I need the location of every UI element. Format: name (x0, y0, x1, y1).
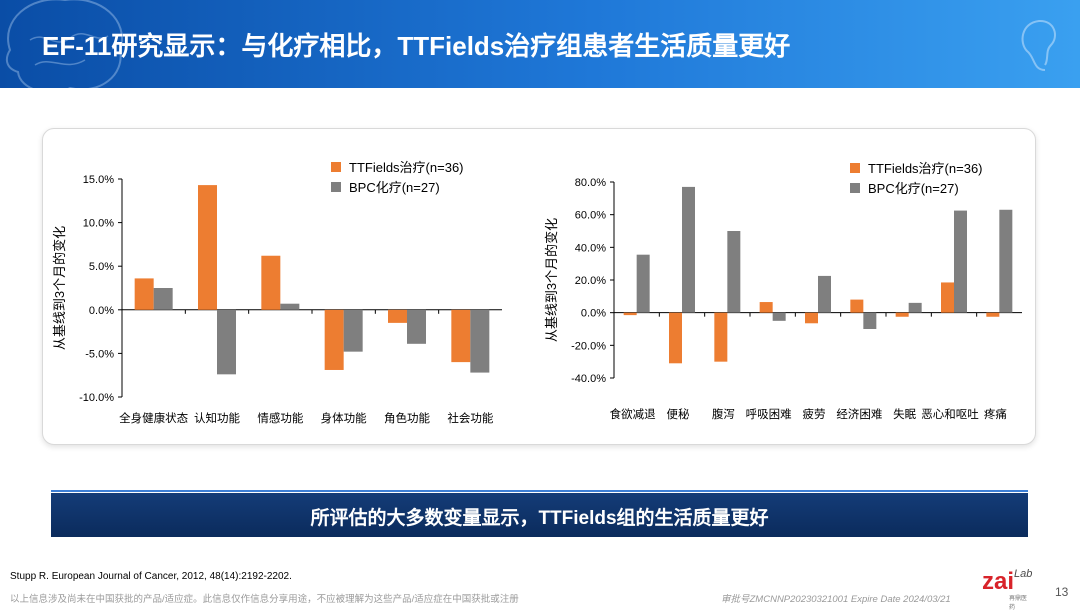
bpc-bar (153, 288, 173, 310)
bpc-bar (682, 186, 695, 313)
conclusion-text: 所评估的大多数变量显示，TTFields组的生活质量更好 (310, 508, 769, 529)
bpc-bar (954, 210, 967, 313)
ttfields-bar (324, 309, 344, 370)
category-label: 社会功能 (447, 411, 493, 425)
y-tick-label: 60.0% (575, 210, 606, 222)
ttfields-bar (714, 312, 728, 362)
y-tick-label: -40.0% (571, 373, 606, 385)
y-tick-label: 0.0% (89, 305, 114, 317)
y-axis-label: 从基线到3个月的变化 (544, 218, 559, 342)
legend-swatch-bpc (850, 183, 860, 193)
category-label: 失眠 (893, 408, 916, 421)
bpc-bar (727, 231, 741, 313)
bpc-bar (217, 309, 236, 375)
y-tick-label: 80.0% (575, 177, 606, 189)
category-label: 情感功能 (257, 411, 303, 425)
category-label: 疲劳 (803, 407, 826, 421)
function-scores-chart: 15.0% 10.0% 5.0% 0.0% -5.0% -10.0% 全身健康状态 认知功能 情… (52, 160, 502, 425)
y-tick-label: 40.0% (575, 242, 606, 254)
logo-lab: Lab (1014, 568, 1033, 580)
y-tick-label: -20.0% (571, 340, 606, 352)
ttfields-bar (850, 299, 864, 313)
category-label: 呼吸困难 (746, 408, 792, 421)
y-tick-label: 15.0% (83, 174, 114, 186)
bpc-bar (636, 254, 650, 313)
y-tick-label: -5.0% (85, 348, 114, 360)
ttfields-bar (134, 278, 154, 310)
ttfields-bar (451, 309, 471, 363)
conclusion-banner: 所评估的大多数变量显示，TTFields组的生活质量更好 (51, 490, 1028, 537)
disclaimer-text: 以上信息涉及尚未在中国获批的产品/适应症。此信息仅作信息分享用途，不应被理解为这… (10, 594, 519, 605)
y-tick-label: -10.0% (79, 392, 114, 404)
category-label: 角色功能 (384, 411, 430, 425)
brain-icon (5, 0, 123, 88)
category-label: 全身健康状态 (119, 411, 188, 425)
ttfields-bar (623, 312, 637, 316)
category-label: 恶心和呕吐 (921, 408, 979, 421)
ttfields-bar (941, 282, 954, 313)
legend-label-bpc: BPC化疗(n=27) (349, 180, 440, 195)
bpc-bar (908, 302, 922, 313)
logo-main: zai (982, 568, 1015, 595)
category-label: 认知功能 (194, 411, 240, 425)
bpc-bar (772, 312, 786, 321)
ttfields-bar (759, 302, 773, 313)
ttfields-bar (669, 312, 682, 364)
ttfields-bar (388, 309, 407, 323)
bpc-bar (999, 209, 1013, 313)
category-label: 便秘 (667, 407, 690, 421)
reference-citation: Stupp R. European Journal of Cancer, 201… (10, 571, 292, 582)
banner-accent-line (51, 490, 1028, 492)
legend-label-ttfields: TTFields治疗(n=36) (868, 161, 983, 176)
y-axis-label: 从基线到3个月的变化 (52, 226, 67, 350)
bpc-bar (470, 309, 490, 373)
bpc-bar (343, 309, 363, 352)
legend-label-ttfields: TTFields治疗(n=36) (349, 160, 464, 175)
legend-swatch-ttfields (331, 162, 341, 172)
category-label: 腹泻 (712, 407, 735, 421)
bpc-bar (407, 309, 426, 344)
category-label: 食欲减退 (610, 407, 656, 421)
legend-label-bpc: BPC化疗(n=27) (868, 181, 959, 196)
page-title: EF-11研究显示：与化疗相比，TTFields治疗组患者生活质量更好 (42, 31, 791, 61)
header-banner: EF-11研究显示：与化疗相比，TTFields治疗组患者生活质量更好 (0, 0, 1080, 88)
legend-swatch-bpc (331, 182, 341, 192)
y-tick-label: 20.0% (575, 275, 606, 287)
bpc-bar (863, 312, 877, 329)
ttfields-bar (895, 312, 909, 317)
y-tick-label: 10.0% (83, 218, 114, 230)
bpc-bar (818, 275, 831, 313)
category-label: 疼痛 (984, 407, 1007, 421)
ttfields-bar (986, 312, 1000, 317)
symptom-scores-chart: 80.0% 60.0% 40.0% 20.0% 0.0% -20.0% -40.0% 食欲减退… (544, 161, 1022, 421)
ear-icon (1021, 19, 1056, 71)
ttfields-bar (805, 312, 818, 324)
ttfields-bar (261, 255, 281, 310)
bpc-bar (280, 303, 300, 310)
legend-swatch-ttfields (850, 163, 860, 173)
ttfields-bar (198, 185, 217, 310)
zailab-logo: zaiLab 再鼎医药 (982, 568, 1033, 611)
y-tick-label: 5.0% (89, 261, 114, 273)
page-number: 13 (1055, 585, 1069, 599)
logo-subtitle: 再鼎医药 (1009, 596, 1028, 611)
category-label: 经济困难 (836, 407, 882, 421)
category-label: 身体功能 (321, 411, 367, 425)
approval-code: 审批号ZMCNNP20230321001 Expire Date 2024/03… (721, 594, 951, 605)
y-tick-label: 0.0% (581, 308, 606, 320)
